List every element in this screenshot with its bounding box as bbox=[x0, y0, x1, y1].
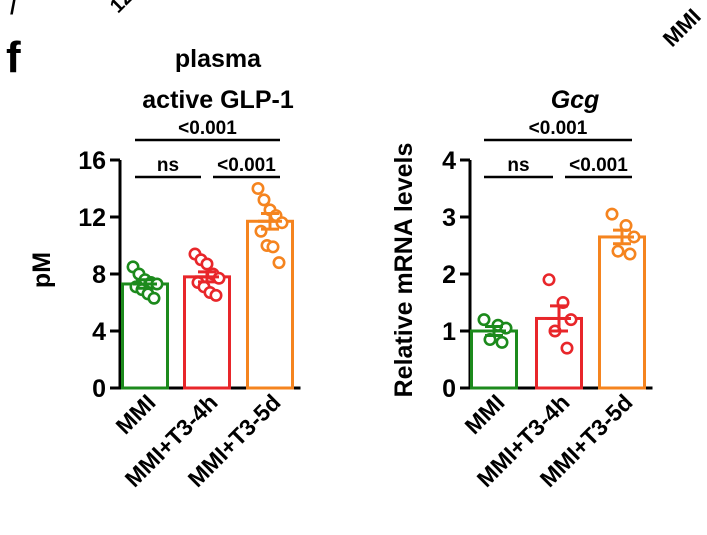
significance-label: <0.001 bbox=[178, 118, 237, 139]
data-point bbox=[254, 224, 268, 238]
chart-title-line: active GLP-1 bbox=[142, 86, 294, 114]
data-point bbox=[611, 244, 625, 258]
y-axis-label: Relative mRNA levels bbox=[390, 143, 418, 398]
panel-letter: f bbox=[6, 33, 21, 82]
data-point bbox=[251, 182, 265, 196]
data-point bbox=[477, 313, 491, 327]
data-point bbox=[605, 207, 619, 221]
significance-label: ns bbox=[507, 155, 529, 176]
category-label: MMI bbox=[460, 389, 510, 439]
data-point bbox=[272, 256, 286, 270]
y-tick-label: 12 bbox=[78, 204, 106, 232]
chart-title-line: plasma bbox=[175, 45, 262, 73]
y-axis-label: pM bbox=[28, 252, 56, 288]
data-point bbox=[623, 247, 637, 261]
category-label: MMI bbox=[111, 389, 161, 439]
y-tick-label: 3 bbox=[442, 204, 456, 232]
header-fragment-right: MMI bbox=[658, 4, 706, 52]
data-point bbox=[209, 288, 223, 302]
y-tick-label: 4 bbox=[92, 318, 106, 346]
data-point bbox=[200, 257, 214, 271]
data-point bbox=[560, 341, 574, 355]
y-tick-label: 16 bbox=[78, 147, 106, 175]
header-fragment-mid: 12 bbox=[106, 0, 137, 18]
data-point bbox=[495, 335, 509, 349]
significance-label: ns bbox=[157, 155, 179, 176]
y-tick-label: 0 bbox=[442, 375, 456, 403]
y-tick-label: 0 bbox=[92, 375, 106, 403]
header-fragment-left: / bbox=[10, 0, 16, 19]
significance-label: <0.001 bbox=[529, 118, 588, 139]
bar-3 bbox=[598, 235, 646, 390]
data-point bbox=[266, 240, 280, 254]
data-point bbox=[542, 273, 556, 287]
data-point bbox=[257, 193, 271, 207]
data-point bbox=[147, 291, 161, 305]
y-tick-label: 1 bbox=[442, 318, 456, 346]
significance-label: <0.001 bbox=[217, 155, 276, 176]
significance-label: <0.001 bbox=[569, 155, 628, 176]
y-tick-label: 4 bbox=[442, 147, 456, 175]
y-tick-label: 8 bbox=[92, 261, 106, 289]
chart-title-line: Gcg bbox=[551, 86, 600, 114]
y-tick-label: 2 bbox=[442, 261, 456, 289]
